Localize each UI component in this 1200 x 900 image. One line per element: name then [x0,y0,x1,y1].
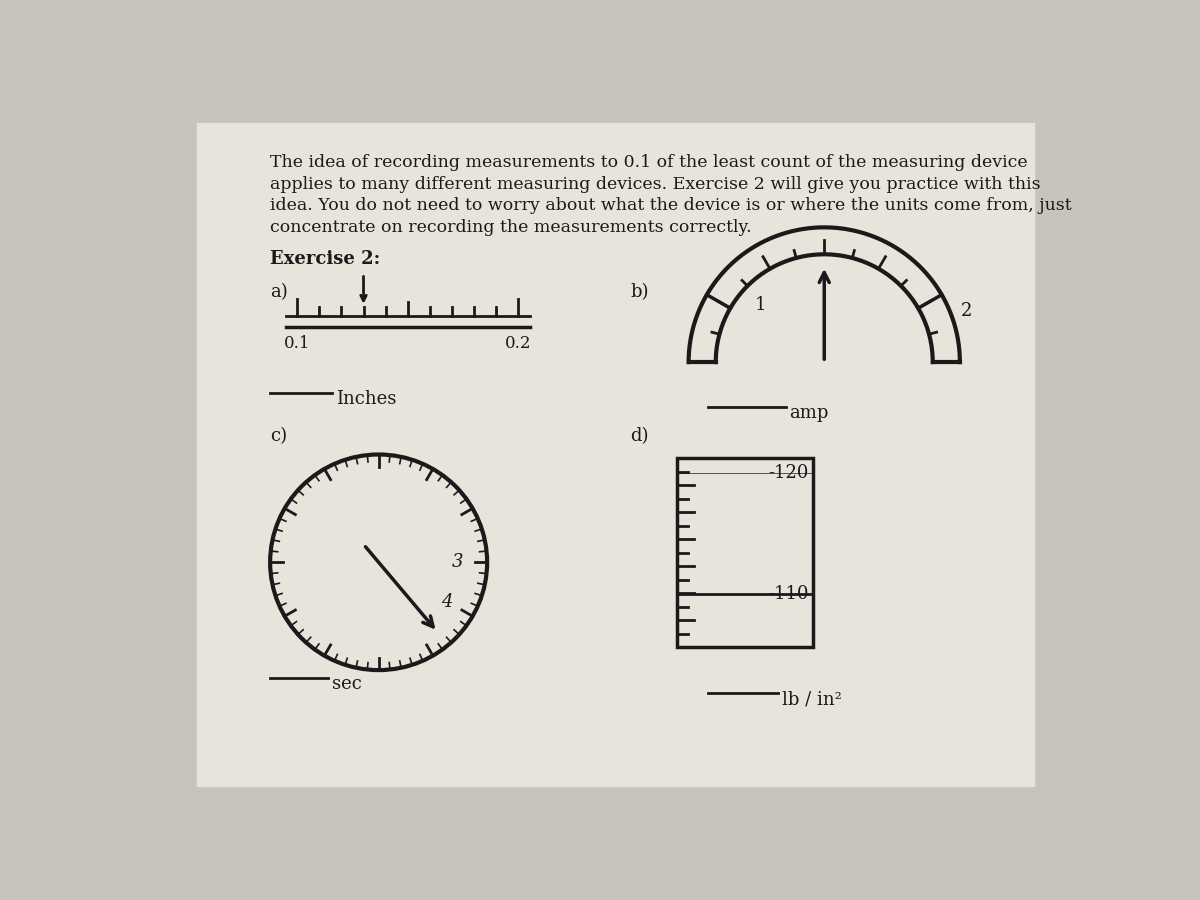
Text: c): c) [270,428,287,446]
Text: -120: -120 [768,464,809,482]
Text: The idea of recording measurements to 0.1 of the least count of the measuring de: The idea of recording measurements to 0.… [270,154,1027,171]
Text: 1: 1 [755,296,767,314]
Text: applies to many different measuring devices. Exercise 2 will give you practice w: applies to many different measuring devi… [270,176,1040,193]
Text: Exercise 2:: Exercise 2: [270,250,380,268]
Text: d): d) [630,428,649,446]
Text: 0.2: 0.2 [505,335,532,352]
Text: sec: sec [332,675,362,693]
Text: a): a) [270,284,288,302]
Text: -110: -110 [768,585,809,603]
Text: 4: 4 [442,592,452,610]
Text: idea. You do not need to worry about what the device is or where the units come : idea. You do not need to worry about wha… [270,197,1072,214]
Bar [677,458,812,647]
Text: 3: 3 [452,554,463,572]
Text: Inches: Inches [336,390,396,408]
Text: b): b) [630,284,649,302]
Text: amp: amp [790,404,829,422]
Text: lb / in²: lb / in² [781,690,841,708]
Text: 2: 2 [960,302,972,319]
Text: 0.1: 0.1 [284,335,311,352]
Text: concentrate on recording the measurements correctly.: concentrate on recording the measurement… [270,219,751,236]
